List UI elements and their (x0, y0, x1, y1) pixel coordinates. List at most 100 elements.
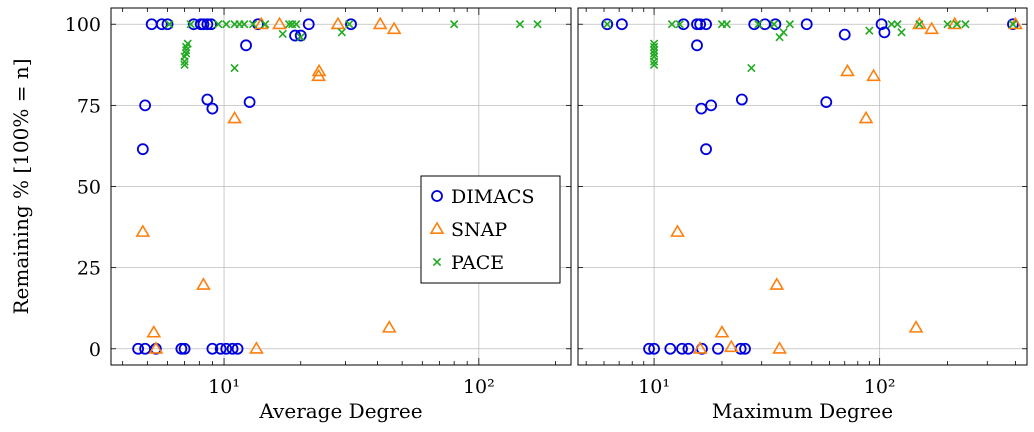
legend-marker-snap (429, 221, 445, 234)
data-point-dimacs (705, 99, 718, 112)
data-point-dimacs (161, 18, 174, 31)
x-axis-title: Maximum Degree (712, 399, 893, 423)
data-point-pace (278, 29, 287, 39)
data-point-snap (840, 63, 855, 77)
data-point-dimacs (769, 18, 782, 31)
plot-frame (577, 7, 1028, 366)
data-point-dimacs (694, 18, 707, 31)
data-point-pace (675, 20, 684, 29)
x-axis-title: Average Degree (258, 399, 422, 423)
data-point-snap (135, 224, 151, 237)
y-tick-label: 75 (77, 95, 101, 117)
data-point-snap (670, 224, 685, 237)
y-tick-label: 100 (65, 14, 101, 36)
ticks (111, 8, 571, 365)
data-point-pace (449, 20, 459, 29)
data-point-pace (337, 28, 347, 37)
data-point-snap (330, 16, 346, 30)
legend-label: SNAP (451, 219, 507, 241)
data-point-dimacs (136, 143, 149, 156)
data-point-dimacs (243, 96, 256, 109)
data-point-pace (769, 20, 779, 29)
data-point-pace (961, 20, 970, 29)
x-tick-label: 10² (463, 376, 495, 398)
data-point-pace (292, 20, 301, 29)
data-point-dimacs (231, 342, 244, 355)
data-point-pace (260, 20, 270, 29)
data-point-dimacs (197, 18, 210, 31)
data-point-snap (146, 324, 162, 338)
data-point-dimacs (155, 18, 168, 31)
data-point-pace (165, 20, 174, 29)
data-point-snap (386, 21, 402, 35)
data-point-dimacs (294, 29, 307, 42)
data-point-snap (911, 16, 927, 30)
data-point-snap (311, 63, 327, 77)
data-point-pace (183, 39, 192, 48)
data-point-dimacs (205, 18, 218, 31)
data-point-pace (649, 49, 659, 58)
data-point-pace (649, 42, 659, 52)
data-point-dimacs (735, 93, 748, 106)
data-point-dimacs (139, 99, 152, 112)
data-point-pace (754, 20, 763, 29)
panel-average-degree: 10¹ 10² 0 25 50 75 100 Remaining % [100% = n] Av… (9, 7, 572, 423)
data-point-dimacs (601, 18, 614, 31)
data-point-snap (723, 339, 739, 353)
data-point-snap (148, 341, 164, 354)
x-tick-label: 10¹ (638, 376, 670, 398)
legend-marker-pace (432, 257, 442, 267)
data-point-dimacs (615, 18, 628, 31)
y-tick-label: 50 (77, 177, 101, 199)
data-point-dimacs (302, 18, 315, 31)
data-point-pace (649, 52, 659, 61)
plot-frame (110, 7, 572, 366)
data-point-snap (272, 16, 287, 30)
data-point-dimacs (214, 342, 227, 355)
data-point-dimacs (206, 102, 219, 115)
data-point-dimacs (677, 18, 690, 31)
data-point-snap (908, 320, 924, 333)
data-point-pace (181, 46, 191, 55)
data-point-pace (943, 20, 952, 29)
data-point-pace (649, 39, 659, 48)
legend-label: PACE (451, 252, 504, 274)
data-point-snap (196, 277, 211, 290)
series-pace (165, 20, 542, 73)
data-point-pace (649, 60, 659, 69)
data-point-dimacs (175, 342, 188, 355)
data-point-snap (692, 341, 708, 354)
data-point-pace (533, 20, 542, 29)
data-point-dimacs (800, 18, 813, 31)
series-snap (135, 16, 402, 354)
data-point-snap (227, 110, 242, 124)
data-point-pace (722, 20, 731, 29)
data-point-dimacs (345, 18, 357, 31)
data-point-snap (858, 110, 874, 124)
data-point-dimacs (648, 342, 660, 355)
data-point-pace (296, 33, 305, 42)
data-point-pace (915, 20, 924, 29)
data-point-snap (372, 16, 388, 30)
data-point-snap (924, 21, 940, 35)
data-point-pace (186, 20, 195, 29)
data-point-pace (893, 20, 902, 29)
data-point-snap (714, 324, 730, 338)
data-point-dimacs (643, 342, 655, 355)
data-point-snap (866, 68, 881, 82)
grid (578, 8, 1027, 365)
data-point-pace (897, 28, 906, 37)
data-point-pace (952, 20, 962, 29)
data-point-snap (381, 320, 397, 333)
data-point-dimacs (178, 342, 191, 355)
series-snap (670, 16, 1023, 354)
data-point-pace (181, 49, 191, 58)
legend-box (420, 175, 561, 284)
ticks (578, 8, 1027, 365)
data-point-pace (284, 20, 294, 29)
data-point-dimacs (132, 342, 145, 355)
data-point-pace (779, 28, 788, 37)
x-tick-label: 10¹ (208, 376, 240, 398)
grid (111, 8, 571, 365)
